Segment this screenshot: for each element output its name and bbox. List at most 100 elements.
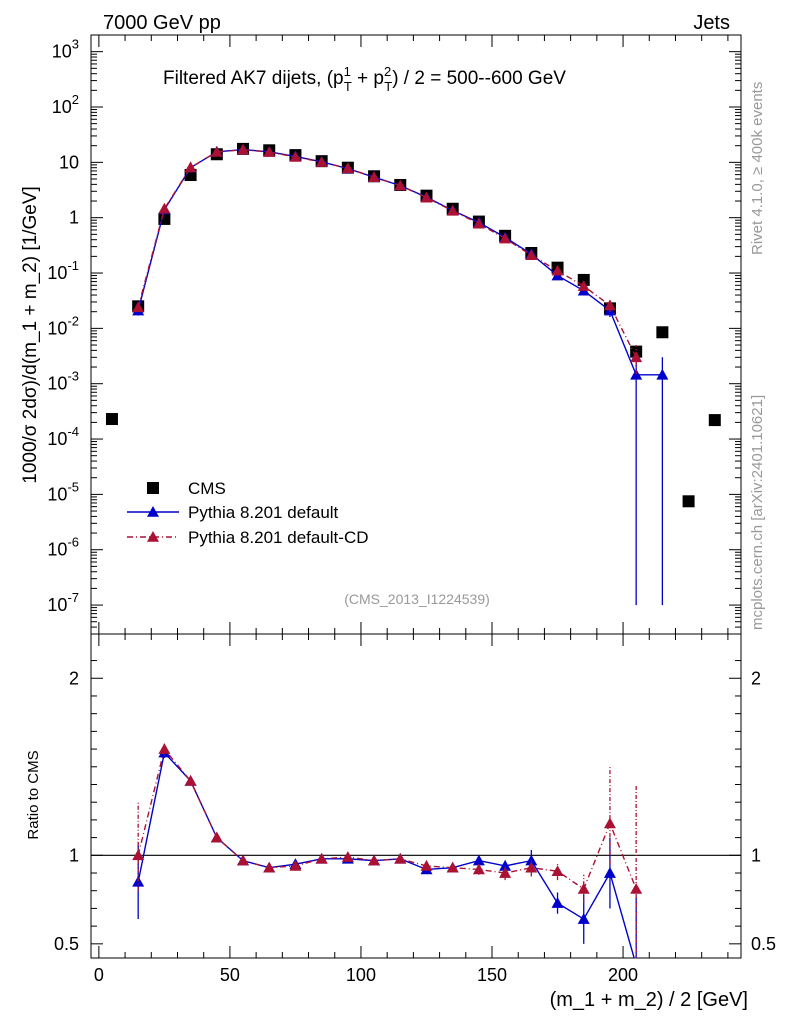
ratio-point (525, 861, 538, 873)
ratio-point (237, 854, 250, 866)
ratio-point (132, 849, 145, 861)
y-tick-label: 10-7 (47, 590, 79, 615)
main-point (551, 264, 564, 276)
y-tick-label: 10-1 (47, 258, 79, 283)
ratio-point (368, 854, 381, 866)
ratio-point (603, 867, 616, 878)
ratio-y-tick-label: 1 (69, 845, 79, 865)
ratio-point (158, 743, 171, 754)
ratio-y-tick-label-right: 1 (751, 845, 761, 865)
main-point (105, 413, 118, 426)
main-point (237, 143, 250, 155)
analysis-watermark: (CMS_2013_I1224539) (344, 591, 490, 607)
main-point (158, 202, 171, 214)
y-tick-label: 10 (59, 152, 79, 172)
y-tick-exponent: -5 (67, 479, 79, 494)
main-point (656, 368, 669, 380)
ratio-point (603, 817, 616, 829)
legend-marker (147, 531, 159, 542)
y-tick-exponent: -2 (67, 313, 79, 328)
xlabel: (m_1 + m_2) / 2 [GeV] (550, 989, 748, 1011)
legend: CMS Pythia 8.201 default Pythia 8.201 defa… (127, 479, 369, 547)
y-tick-label: 10-6 (47, 535, 79, 560)
main-point (368, 171, 381, 182)
ratio-point (394, 852, 407, 864)
main-ylabel: 1000/σ 2dσ)/d(m_1 + m_2) [1/GeV] (20, 186, 41, 484)
ratio-point (577, 882, 590, 894)
main-point (682, 495, 695, 508)
y-tick-mantissa: 10 (47, 318, 67, 338)
legend-marker (147, 506, 159, 517)
ratio-point (525, 854, 538, 866)
ratio-point (630, 882, 643, 894)
main-point (446, 204, 459, 216)
main-point (184, 161, 197, 173)
legend-label: Pythia 8.201 default (188, 503, 339, 522)
ratio-point (472, 854, 485, 866)
y-tick-mantissa: 10 (47, 484, 67, 504)
mcplots-label: mcplots.cern.ch [arXiv:2401.10621] (749, 395, 766, 630)
header-right: Jets (693, 12, 730, 34)
y-tick-mantissa: 10 (52, 97, 72, 117)
y-tick-label: 10-4 (47, 424, 79, 449)
y-tick-mantissa: 10 (47, 595, 67, 615)
ratio-point (420, 859, 433, 871)
main-series (132, 143, 643, 374)
ratio-point (551, 897, 564, 908)
y-tick-label: 1 (69, 208, 79, 228)
y-tick-exponent: 3 (72, 37, 79, 52)
legend-label: CMS (188, 479, 226, 498)
main-point (263, 146, 276, 157)
main-point (603, 299, 616, 311)
y-tick-label: 102 (52, 92, 79, 117)
legend-marker (147, 482, 159, 494)
main-point (210, 145, 223, 157)
y-tick-mantissa: 10 (47, 540, 67, 560)
main-point (577, 280, 590, 291)
main-point (708, 414, 721, 427)
main-point (132, 301, 145, 313)
ratio-series (132, 746, 637, 958)
y-tick-exponent: -3 (67, 369, 79, 384)
ratio-point (551, 865, 564, 877)
ratio-point (210, 831, 223, 843)
main-point (289, 150, 302, 162)
x-tick-label: 50 (220, 965, 240, 985)
x-tick-label: 200 (608, 965, 638, 985)
legend-label: Pythia 8.201 default-CD (188, 528, 369, 547)
ratio-point (499, 859, 512, 871)
ratio-point (263, 861, 276, 873)
ratio-y-tick-label: 2 (69, 668, 79, 688)
main-point (341, 162, 354, 174)
ratio-point (289, 859, 302, 871)
ratio-y-tick-label-right: 2 (751, 668, 761, 688)
ratio-point (577, 913, 590, 924)
main-point (420, 191, 433, 203)
ratio-y-tick-label-right: 0.5 (751, 934, 776, 954)
ratio-point (341, 851, 354, 862)
y-tick-label: 10-2 (47, 313, 79, 338)
ratio-y-tick-label: 0.5 (54, 934, 79, 954)
y-tick-mantissa: 10 (47, 263, 67, 283)
y-tick-exponent: -6 (67, 535, 79, 550)
header-left: 7000 GeV pp (103, 12, 221, 34)
ratio-line (137, 747, 637, 891)
ratio-point (184, 774, 197, 786)
ratio-panel: 0 50 100 150 200 0.5 0.5 1 1 2 2 (54, 633, 776, 985)
plot-title: Filtered AK7 dijets, (p1 T + p2 T) / 2 = 5… (163, 64, 566, 94)
rivet-label: Rivet 4.1.0, ≥ 400k events (749, 82, 766, 255)
main-point (656, 326, 669, 339)
main-point (630, 368, 643, 380)
y-tick-exponent: 2 (72, 92, 79, 107)
ratio-ylabel: Ratio to CMS (25, 750, 42, 839)
y-tick-label: 10-5 (47, 479, 79, 504)
main-point (315, 156, 328, 167)
main-point (577, 273, 590, 286)
x-tick-label: 150 (477, 965, 507, 985)
main-point (499, 232, 512, 244)
main-point (525, 249, 538, 260)
main-point (630, 351, 643, 363)
main-series (105, 142, 721, 508)
